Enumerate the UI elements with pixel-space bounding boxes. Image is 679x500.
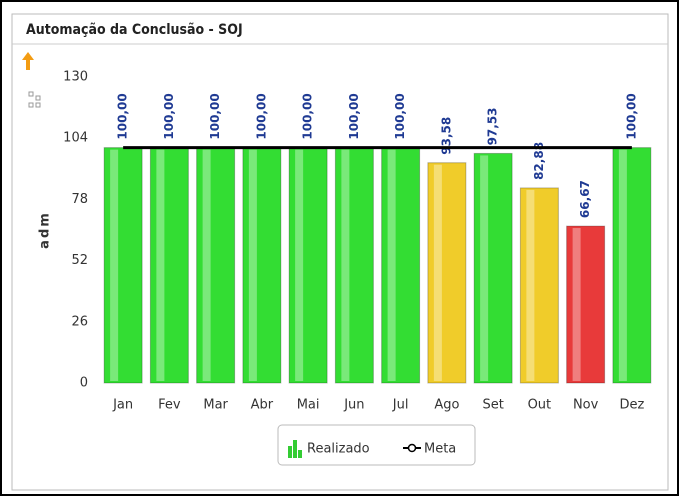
y-tick-label: 52 bbox=[71, 253, 88, 268]
y-tick-label: 104 bbox=[63, 131, 88, 146]
x-tick-label: Nov bbox=[573, 398, 599, 413]
bar-highlight bbox=[480, 155, 489, 381]
expand-icon[interactable] bbox=[28, 91, 41, 108]
legend-label[interactable]: Realizado bbox=[307, 442, 370, 457]
y-tick-label: 0 bbox=[80, 376, 88, 391]
legend bbox=[277, 424, 476, 466]
value-label: 93,58 bbox=[439, 117, 453, 155]
value-label: 66,67 bbox=[578, 180, 592, 218]
bar-highlight bbox=[202, 149, 211, 381]
x-tick-label: Ago bbox=[434, 398, 459, 413]
legend-label[interactable]: Meta bbox=[424, 442, 456, 457]
value-label: 100,00 bbox=[347, 93, 361, 139]
bar bbox=[242, 147, 282, 384]
bar bbox=[566, 225, 606, 384]
value-label: 97,53 bbox=[486, 107, 500, 145]
value-label: 100,00 bbox=[116, 93, 130, 139]
value-label: 100,00 bbox=[301, 93, 315, 139]
y-tick-label: 26 bbox=[71, 314, 88, 329]
chart-title: Automação da Conclusão - SOJ bbox=[26, 22, 243, 38]
y-tick-label: 130 bbox=[63, 70, 88, 85]
x-tick-label: Out bbox=[528, 398, 552, 413]
value-label: 100,00 bbox=[208, 93, 222, 139]
bar-highlight bbox=[156, 149, 165, 381]
bar-highlight bbox=[618, 149, 627, 381]
bar-highlight bbox=[341, 149, 350, 381]
x-tick-label: Mar bbox=[203, 398, 228, 413]
x-tick-label: Dez bbox=[619, 398, 644, 413]
bar-highlight bbox=[572, 228, 581, 381]
bar bbox=[381, 147, 421, 384]
sort-icon[interactable] bbox=[22, 52, 34, 70]
legend-bar-icon bbox=[288, 440, 302, 458]
x-tick-label: Mai bbox=[297, 398, 320, 413]
value-label: 100,00 bbox=[254, 93, 268, 139]
value-label: 100,00 bbox=[393, 93, 407, 139]
value-label: 82,88 bbox=[532, 142, 546, 180]
bar bbox=[103, 147, 143, 384]
x-tick-label: Abr bbox=[251, 398, 274, 413]
bar bbox=[473, 152, 513, 384]
x-tick-label: Set bbox=[482, 398, 503, 413]
bar bbox=[149, 147, 189, 384]
x-tick-label: Jul bbox=[392, 398, 409, 413]
bar-highlight bbox=[248, 149, 257, 381]
x-tick-label: Jun bbox=[343, 398, 364, 413]
bar bbox=[427, 162, 467, 384]
bar-highlight bbox=[110, 149, 119, 381]
value-label: 100,00 bbox=[162, 93, 176, 139]
bar bbox=[612, 147, 652, 384]
y-tick-label: 78 bbox=[71, 192, 88, 207]
bar bbox=[288, 147, 328, 384]
bar-highlight bbox=[295, 149, 304, 381]
x-tick-label: Fev bbox=[158, 398, 181, 413]
bar-highlight bbox=[387, 149, 396, 381]
bar-highlight bbox=[526, 189, 535, 381]
y-axis-label: adm bbox=[38, 211, 53, 249]
x-tick-label: Jan bbox=[112, 398, 133, 413]
bar bbox=[196, 147, 236, 384]
bar bbox=[519, 187, 559, 384]
bar bbox=[334, 147, 374, 384]
legend-marker-icon bbox=[407, 443, 417, 453]
value-label: 100,00 bbox=[624, 93, 638, 139]
bar-highlight bbox=[433, 164, 442, 381]
